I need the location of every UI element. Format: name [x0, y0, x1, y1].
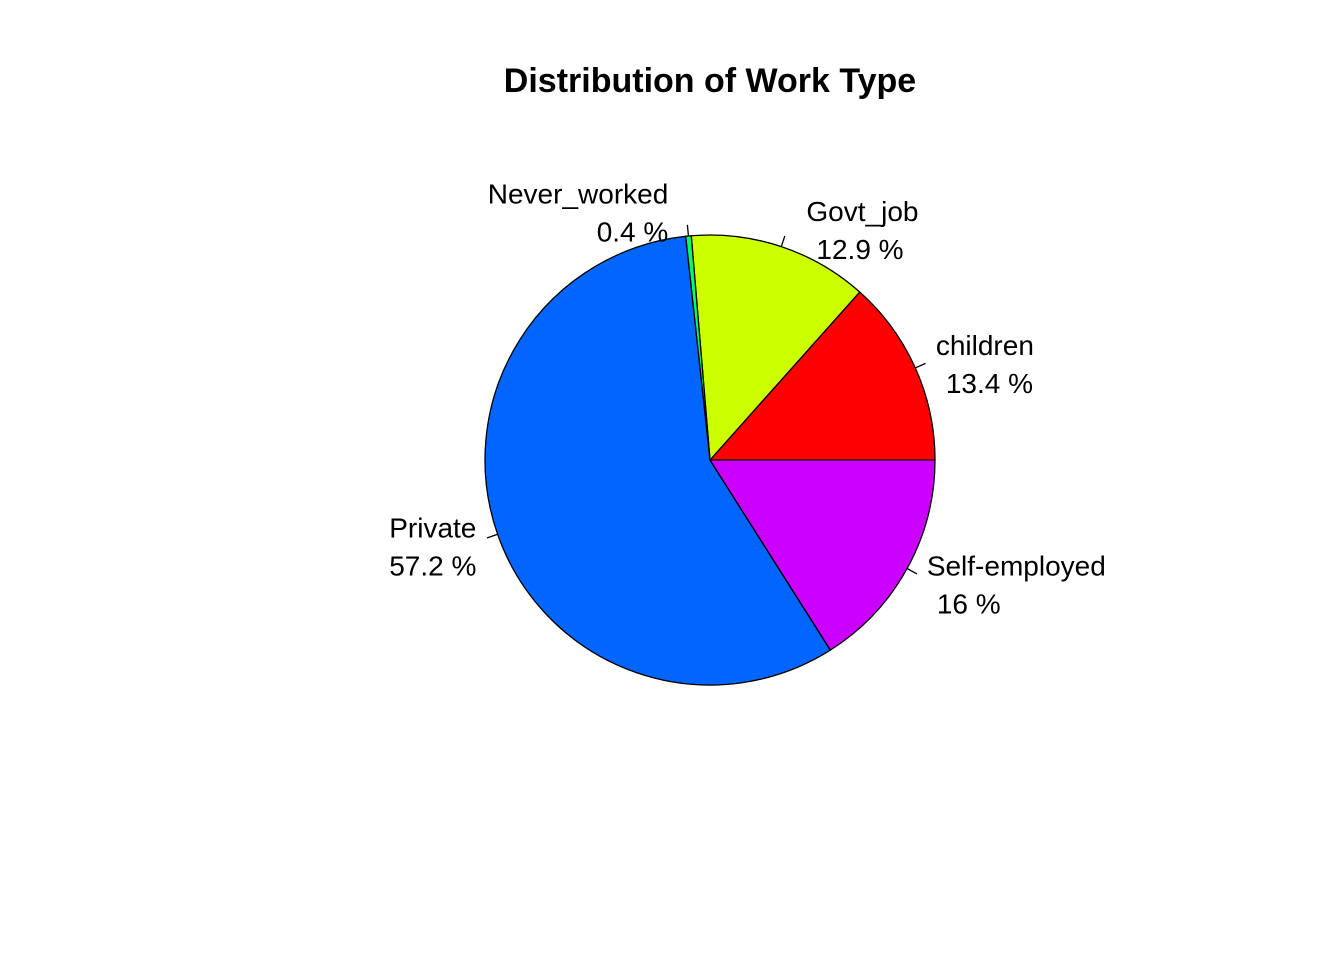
pie-tick-private: [486, 533, 498, 539]
pie-labels: children 13.4 % Govt_job 12.9 % Never_worked…: [389, 179, 1106, 620]
pie-value-label-self-employed: 16 %: [937, 588, 1001, 619]
chart-title: Distribution of Work Type: [504, 62, 916, 100]
pie-slice-children: [708, 291, 936, 461]
pie-tick-never-worked: [686, 224, 690, 237]
pie-label-children: children: [936, 330, 1034, 361]
pie-label-private: Private: [389, 513, 476, 544]
pie-slice-govt-job: [690, 234, 861, 462]
pie-value-label-never-worked: 0.4 %: [597, 217, 669, 248]
pie-tick-children: [915, 362, 926, 369]
pie-label-govt-job: Govt_job: [806, 196, 918, 227]
pie-slice-self-employed: [708, 459, 936, 651]
pie-tick-self-employed: [906, 567, 918, 575]
pie-value-label-children: 13.4 %: [946, 368, 1033, 399]
pie-label-never-worked: Never_worked: [488, 179, 669, 210]
pie-value-label-private: 57.2 %: [389, 551, 476, 582]
pie-label-self-employed: Self-employed: [927, 550, 1106, 581]
pie-slice-private: [484, 235, 832, 686]
pie-tick-govt-job: [780, 235, 786, 247]
pie-slices: [484, 234, 936, 686]
pie-value-label-govt-job: 12.9 %: [816, 234, 903, 265]
